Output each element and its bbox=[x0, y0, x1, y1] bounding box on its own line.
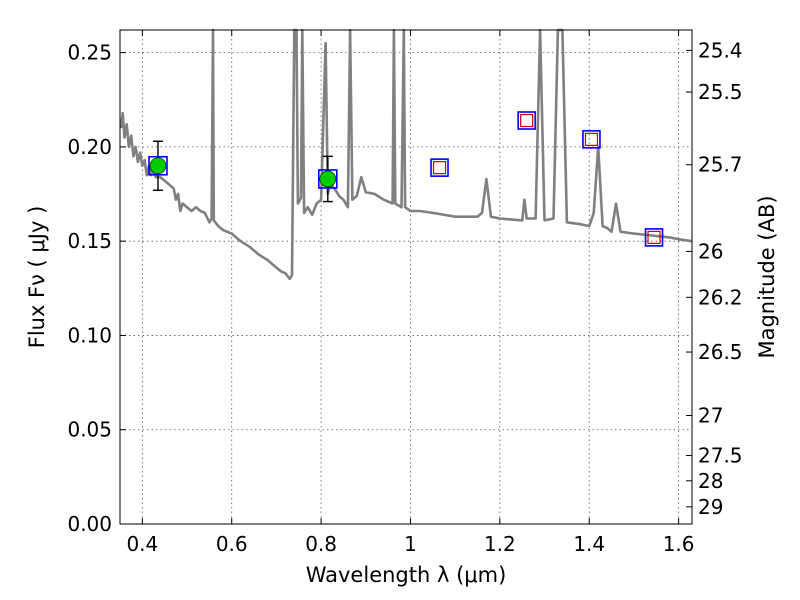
photometry-points bbox=[148, 111, 664, 247]
model-flux-square bbox=[317, 169, 338, 189]
x-tick-label: 0.8 bbox=[305, 532, 337, 556]
y-tick-label: 0.15 bbox=[67, 229, 112, 253]
predicted-flux-square bbox=[432, 161, 447, 175]
right-tick-label: 25.5 bbox=[698, 80, 743, 104]
right-tick-label: 26 bbox=[698, 239, 723, 263]
model-flux-square bbox=[430, 158, 449, 177]
x-axis-label: Wavelength λ (μm) bbox=[306, 563, 507, 587]
model-spectrum bbox=[119, 28, 693, 281]
observed-flux-dot bbox=[149, 157, 167, 175]
predicted-flux-square bbox=[647, 230, 661, 245]
x-tick-label: 1 bbox=[404, 532, 417, 556]
x-tick-label: 1.6 bbox=[663, 532, 695, 556]
right-tick-label: 28 bbox=[698, 469, 723, 493]
right-tick-label: 25.7 bbox=[698, 153, 743, 177]
right-tick-label: 25.4 bbox=[698, 38, 743, 62]
y-tick-label: 0.25 bbox=[67, 41, 112, 65]
y-axis-label: Flux Fν ( μJy ) bbox=[25, 206, 49, 349]
predicted-point bbox=[644, 228, 664, 247]
right-tick-label: 26.5 bbox=[698, 340, 743, 364]
model-flux-square bbox=[148, 155, 168, 176]
predicted-flux-square bbox=[584, 132, 599, 146]
predicted-flux-square bbox=[520, 113, 534, 128]
right-tick-label: 26.2 bbox=[698, 285, 743, 309]
model-flux-square bbox=[517, 111, 536, 130]
detected-point bbox=[148, 140, 168, 191]
y-tick-label: 0.20 bbox=[67, 135, 112, 159]
right-tick-label: 27 bbox=[698, 404, 723, 428]
y-tick-label: 0.10 bbox=[67, 323, 112, 347]
plot-frame bbox=[119, 29, 693, 525]
predicted-point bbox=[430, 158, 449, 177]
predicted-point bbox=[517, 111, 536, 130]
x-tick-label: 1.2 bbox=[484, 532, 516, 556]
x-tick-label: 1.4 bbox=[573, 532, 605, 556]
right-axis-label: Magnitude (AB) bbox=[755, 195, 779, 358]
spectrum-line bbox=[119, 28, 693, 281]
model-flux-square bbox=[644, 228, 664, 247]
right-tick-label: 27.5 bbox=[698, 444, 743, 468]
right-tick-label: 29 bbox=[698, 495, 723, 519]
observed-flux-dot bbox=[319, 170, 337, 188]
model-flux-square bbox=[582, 130, 601, 149]
x-tick-label: 0.4 bbox=[126, 532, 158, 556]
y-tick-label: 0.05 bbox=[67, 418, 112, 442]
x-tick-label: 0.6 bbox=[216, 532, 248, 556]
y-tick-label: 0.00 bbox=[67, 512, 112, 536]
axis-ticks: 0.4 0.6 0.8 1 1.2 1.4 1.6 0.00 0.05 0.10 0.15 0.20 0… bbox=[67, 30, 743, 556]
detected-point bbox=[317, 155, 338, 203]
predicted-point bbox=[582, 130, 601, 149]
